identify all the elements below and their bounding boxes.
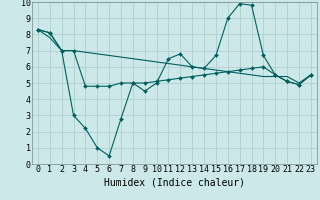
X-axis label: Humidex (Indice chaleur): Humidex (Indice chaleur) [104, 177, 245, 187]
